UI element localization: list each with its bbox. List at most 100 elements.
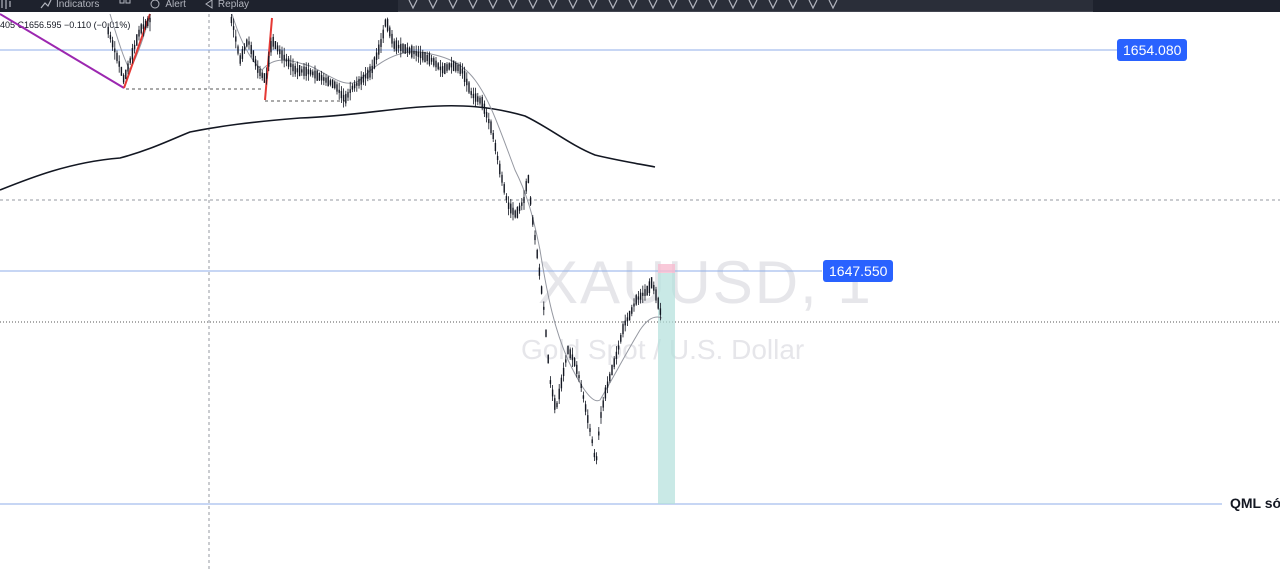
ray-icon-glyph: [468, 0, 478, 9]
candle-body: [404, 44, 406, 54]
candle-body: [246, 39, 248, 47]
candle-body: [481, 96, 483, 109]
candle-body: [448, 63, 450, 70]
candle-body: [318, 72, 321, 81]
text-icon[interactable]: [426, 0, 440, 11]
candle-body: [602, 400, 604, 408]
candle-body: [560, 377, 563, 389]
candle-body: [327, 76, 329, 87]
candle-body: [477, 96, 479, 102]
price-label-1654[interactable]: 1654.080: [1117, 39, 1188, 61]
arrow-icon[interactable]: [486, 0, 500, 11]
purple-trendline[interactable]: [0, 13, 125, 89]
price-label-1647[interactable]: 1647.550: [823, 260, 894, 282]
candle-body: [345, 93, 347, 104]
candle-body: [624, 320, 626, 326]
lock-icon[interactable]: [766, 0, 780, 11]
measure-icon-glyph: [708, 0, 718, 9]
candle-body: [598, 431, 600, 436]
alert-button[interactable]: Alert: [149, 0, 186, 10]
candle-body: [604, 387, 607, 399]
candle-body: [609, 373, 611, 381]
candle-body: [441, 66, 444, 74]
moving-average-slow[interactable]: [0, 104, 656, 191]
candle-body: [129, 58, 131, 63]
candle-body: [444, 63, 446, 75]
ruler-icon[interactable]: [586, 0, 600, 11]
candle-body: [140, 24, 142, 34]
candle-body: [294, 65, 296, 75]
trend-line-icon[interactable]: [446, 0, 460, 11]
measure-icon[interactable]: [706, 0, 720, 11]
ray-icon[interactable]: [466, 0, 480, 11]
candle-body: [551, 389, 554, 397]
qml-label[interactable]: QML sớ: [1230, 495, 1280, 511]
candle-body: [400, 43, 402, 52]
candle-body: [384, 19, 387, 27]
candle-body: [312, 71, 314, 76]
candle-body: [237, 46, 239, 54]
stop-zone[interactable]: [658, 264, 675, 273]
trend-line-icon-glyph: [448, 0, 458, 9]
layout-grid-icon: [119, 0, 131, 4]
moving-average-fast[interactable]: [109, 13, 663, 402]
candle-body: [309, 70, 312, 75]
candle-body: [338, 89, 340, 93]
candlestick-series[interactable]: [107, 14, 662, 465]
candle-body: [639, 292, 642, 300]
candle-body: [382, 29, 384, 39]
arrow-icon-glyph: [488, 0, 498, 9]
candles-icon: [1, 0, 11, 9]
candle-body: [334, 81, 336, 89]
brush-icon[interactable]: [526, 0, 540, 11]
magnet-icon[interactable]: [746, 0, 760, 11]
candle-body: [314, 70, 316, 79]
settings-icon[interactable]: [806, 0, 820, 11]
target-zone[interactable]: [658, 273, 675, 504]
candle-body: [303, 66, 305, 76]
candle-body: [501, 174, 503, 183]
candle-body: [305, 67, 307, 76]
trash-icon[interactable]: [826, 0, 840, 11]
candle-body: [369, 66, 371, 78]
pattern-icon[interactable]: [666, 0, 680, 11]
callout-icon[interactable]: [546, 0, 560, 11]
candle-body: [259, 68, 261, 77]
rectangle-icon[interactable]: [566, 0, 580, 11]
candle-body: [232, 26, 235, 30]
candle-body: [336, 84, 338, 92]
candle-body: [127, 63, 129, 72]
indicators-button[interactable]: Indicators: [40, 0, 99, 10]
candle-body: [507, 202, 510, 209]
candle-body: [283, 54, 285, 61]
zoom-icon[interactable]: [726, 0, 740, 11]
settings-icon-glyph: [808, 0, 818, 9]
candle-body: [628, 310, 631, 321]
candle-body: [615, 351, 618, 359]
pen-icon[interactable]: [646, 0, 660, 11]
candle-body: [340, 91, 343, 99]
candle-body: [589, 428, 591, 432]
replay-button[interactable]: Replay: [202, 0, 249, 10]
candle-body: [276, 45, 279, 52]
long-position-icon[interactable]: [686, 0, 700, 11]
candle-body: [558, 388, 560, 400]
candle-body: [111, 40, 114, 48]
candle-body: [611, 364, 613, 376]
candle-body: [518, 205, 521, 211]
candle-body: [353, 83, 356, 89]
chart-style-button[interactable]: [0, 0, 12, 10]
candle-body: [367, 69, 369, 79]
fib-icon[interactable]: [626, 0, 640, 11]
candle-body: [606, 381, 609, 388]
eye-icon[interactable]: [786, 0, 800, 11]
candle-body: [351, 85, 354, 90]
cursor-icon[interactable]: [406, 0, 420, 11]
path-icon[interactable]: [606, 0, 620, 11]
magnet-icon-glyph: [748, 0, 758, 9]
pitchfork-icon[interactable]: [506, 0, 520, 11]
candle-body: [349, 89, 351, 93]
candle-body: [329, 80, 332, 85]
layout-button[interactable]: [119, 0, 131, 10]
